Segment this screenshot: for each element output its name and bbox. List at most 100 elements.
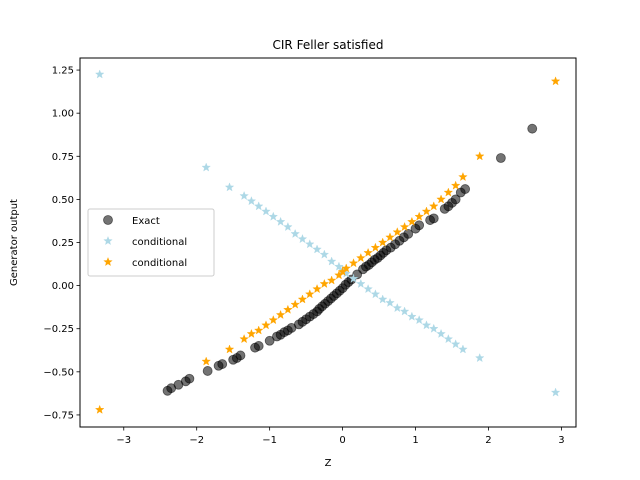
y-tick-label: 0.75 <box>52 152 74 163</box>
exact-point <box>403 228 414 239</box>
conditional-blue-point <box>348 273 359 283</box>
conditional-blue-point <box>261 206 271 216</box>
conditional-orange-point <box>450 180 461 190</box>
legend: Exact conditional conditional <box>87 208 215 277</box>
conditional-blue-point <box>312 244 322 254</box>
conditional-blue-point <box>275 216 286 226</box>
y-tick-label: −0.75 <box>43 410 74 421</box>
conditional-orange-point <box>399 222 410 232</box>
conditional-blue-point <box>392 303 403 313</box>
conditional-blue-point <box>436 328 446 338</box>
conditional-orange-point <box>370 242 381 252</box>
conditional-orange-point <box>312 284 322 294</box>
legend-marker-conditional-orange <box>103 257 113 267</box>
x-axis-title: Z <box>325 458 332 469</box>
exact-point <box>450 194 461 205</box>
conditional-orange-point <box>201 356 211 366</box>
legend-markers <box>103 215 113 267</box>
conditional-orange-point <box>550 76 561 86</box>
exact-point <box>202 366 213 376</box>
conditional-blue-point <box>319 249 330 259</box>
exact-point <box>235 350 246 361</box>
chart-title: CIR Feller satisfied <box>273 38 384 52</box>
conditional-orange-point <box>348 258 359 268</box>
exact-point <box>184 373 195 384</box>
y-axis: −0.75 −0.50 −0.25 0.00 0.25 0.50 0.75 1.00 1.25 <box>43 66 80 421</box>
conditional-orange-point <box>429 201 439 211</box>
conditional-blue-point <box>297 234 308 244</box>
conditional-orange-point <box>392 227 403 237</box>
conditional-blue-point <box>246 196 257 206</box>
conditional-orange-point <box>407 216 417 226</box>
series-2 <box>94 69 561 397</box>
conditional-orange-point <box>319 278 330 288</box>
legend-marker-exact <box>103 215 113 225</box>
exact-point <box>264 335 275 346</box>
legend-label-conditional-orange: conditional <box>132 258 187 269</box>
conditional-blue-point <box>550 387 561 397</box>
exact-point <box>460 184 471 194</box>
conditional-blue-point <box>356 278 366 288</box>
conditional-blue-point <box>363 284 373 294</box>
conditional-orange-point <box>246 328 257 338</box>
legend-label-conditional-blue: conditional <box>132 237 187 248</box>
conditional-orange-point <box>275 309 286 319</box>
conditional-blue-point <box>458 344 468 354</box>
conditional-blue-point <box>224 182 235 192</box>
exact-point <box>527 123 538 134</box>
legend-marker-conditional-blue <box>103 236 113 246</box>
y-tick-label: 1.00 <box>52 109 74 120</box>
conditional-blue-point <box>253 201 264 211</box>
plot-area <box>94 69 561 414</box>
y-tick-label: 1.25 <box>52 66 74 77</box>
exact-point <box>253 341 264 351</box>
conditional-blue-point <box>290 228 300 238</box>
conditional-orange-point <box>474 151 485 161</box>
exact-point <box>217 359 228 369</box>
legend-box <box>87 208 215 277</box>
conditional-blue-point <box>399 306 410 316</box>
conditional-blue-point <box>268 211 279 221</box>
conditional-blue-point <box>421 320 432 330</box>
conditional-blue-point <box>474 353 485 363</box>
conditional-blue-point <box>450 339 461 349</box>
conditional-blue-point <box>201 162 211 172</box>
conditional-orange-point <box>421 206 432 216</box>
conditional-blue-point <box>407 311 417 321</box>
conditional-blue-point <box>414 315 424 325</box>
y-tick-label: 0.00 <box>52 281 74 292</box>
conditional-blue-point <box>370 289 381 299</box>
conditional-blue-point <box>283 222 293 232</box>
x-tick-label: 2 <box>485 435 491 446</box>
conditional-blue-point <box>305 239 315 249</box>
conditional-orange-point <box>268 315 279 325</box>
conditional-blue-point <box>239 190 249 200</box>
y-tick-label: 0.25 <box>52 238 74 249</box>
conditional-blue-point <box>385 297 395 307</box>
conditional-orange-point <box>414 211 424 221</box>
conditional-orange-point <box>261 320 271 330</box>
conditional-orange-point <box>458 172 468 182</box>
conditional-orange-point <box>377 237 388 247</box>
x-tick-label: 1 <box>412 435 418 446</box>
x-axis: −3 −2 −1 0 1 2 3 <box>116 427 565 446</box>
series-3 <box>94 76 561 414</box>
conditional-orange-point <box>305 289 315 299</box>
conditional-orange-point <box>94 404 105 414</box>
y-tick-label: 0.50 <box>52 195 74 206</box>
conditional-orange-point <box>363 247 373 257</box>
conditional-blue-point <box>429 323 439 333</box>
x-tick-label: 3 <box>558 435 564 446</box>
y-tick-label: −0.25 <box>43 324 74 335</box>
legend-label-exact: Exact <box>132 216 160 227</box>
series-1 <box>162 123 538 396</box>
conditional-blue-point <box>443 334 454 344</box>
conditional-orange-point <box>253 325 264 335</box>
conditional-orange-point <box>385 232 395 242</box>
conditional-orange-point <box>224 344 235 354</box>
conditional-orange-point <box>341 263 351 273</box>
conditional-orange-point <box>443 187 454 197</box>
y-tick-label: −0.50 <box>43 367 74 378</box>
